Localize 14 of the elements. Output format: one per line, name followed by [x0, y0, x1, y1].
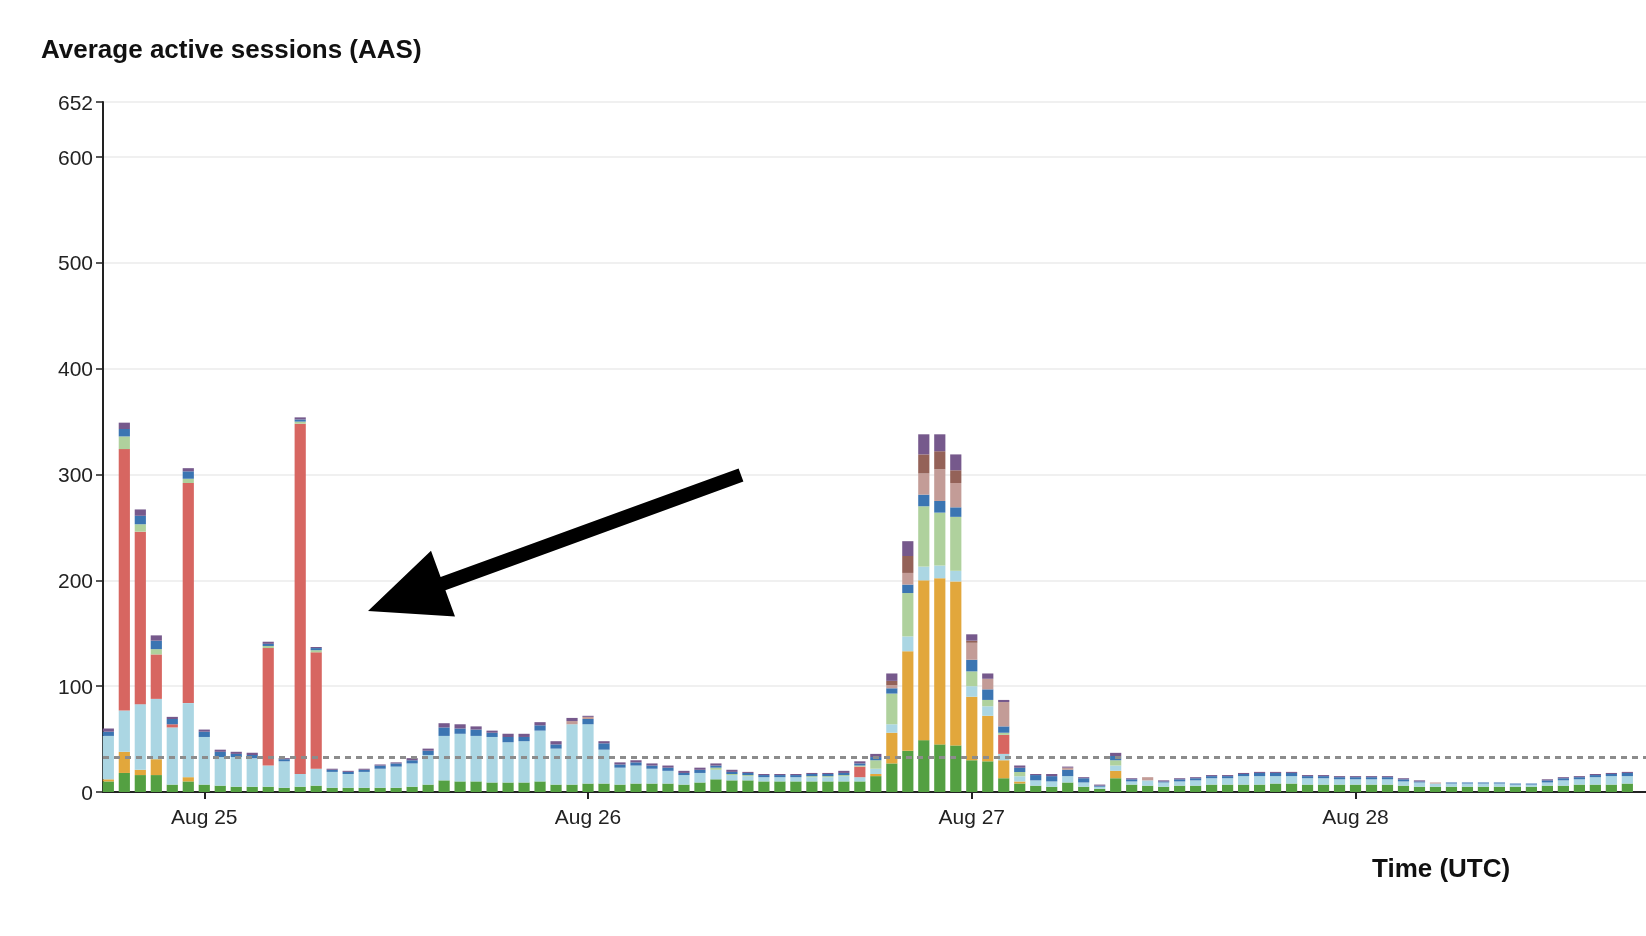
y-tick-label: 500	[57, 251, 93, 275]
x-tick-label: Aug 25	[170, 805, 238, 828]
x-axis-title: Time (UTC)	[1372, 853, 1511, 883]
y-tick-label: 0	[81, 780, 93, 804]
y-tick-label: 400	[57, 357, 93, 381]
x-tick-label: Aug 27	[938, 805, 1006, 828]
y-tick-label: 652	[57, 90, 93, 114]
chart-title: Average active sessions (AAS)	[41, 34, 422, 64]
y-tick-label: 200	[57, 568, 93, 592]
y-tick-label: 100	[57, 674, 93, 698]
y-tick-label: 300	[57, 463, 93, 487]
y-tick-label: 600	[57, 145, 93, 169]
x-tick-label: Aug 28	[1322, 805, 1389, 828]
x-tick-label: Aug 26	[554, 805, 622, 828]
